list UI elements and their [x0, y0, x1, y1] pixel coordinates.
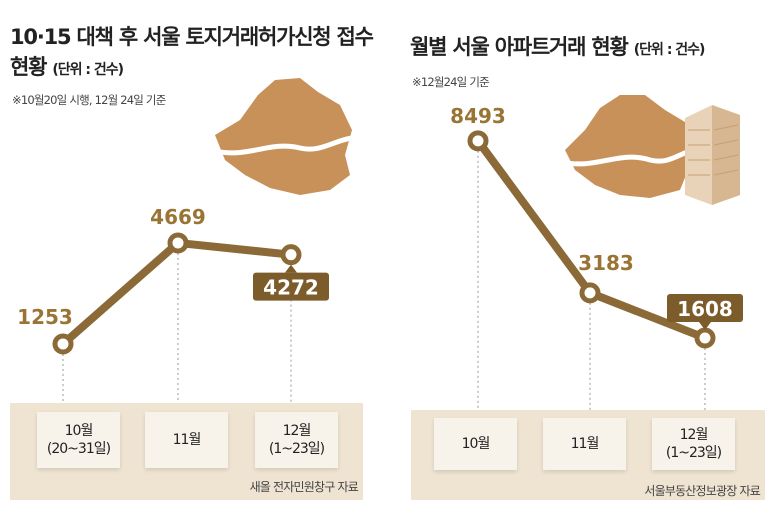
data-label: 8493	[450, 104, 506, 128]
chart2-title: 월별 서울 아파트거래 현황 (단위 : 건수)	[410, 35, 706, 59]
chart1-title: 10·15 대책 후 서울 토지거래허가신청 접수현황 (단위 : 건수)	[10, 25, 374, 79]
seoul-map-icon	[211, 78, 353, 195]
data-label: 4272	[263, 276, 319, 300]
chart1-unit: (단위 : 건수)	[52, 62, 124, 78]
x-axis-category-box: 12월 (1~23일)	[255, 412, 338, 468]
chart1-note: ※10월20일 시행, 12월 24일 기준	[12, 93, 166, 107]
label-pointer	[285, 264, 297, 273]
data-point	[467, 130, 489, 152]
chart2-unit: (단위 : 건수)	[633, 42, 706, 58]
x-axis-category-box: 10월 (20~31일)	[37, 412, 120, 468]
x-axis-tick-label: 11월	[570, 436, 600, 452]
chart2-source: 서울부동산정보광장 자료	[644, 484, 760, 498]
chart1-source: 새올 전자민원창구 자료	[249, 480, 359, 494]
x-axis-tick-label: 10월	[461, 436, 491, 452]
chart2-note: ※12월24일 기준	[412, 75, 490, 89]
x-axis-tick-label: (1~23일)	[665, 445, 722, 461]
data-label: 4669	[150, 205, 206, 229]
data-label: 1608	[677, 297, 733, 321]
data-point	[694, 327, 716, 349]
x-axis-tick-label: (1~23일)	[268, 441, 325, 457]
x-axis-tick-label: 12월	[679, 427, 709, 443]
apartment-building-icon	[685, 105, 740, 205]
x-axis-category-box: 11월	[145, 412, 228, 468]
data-point	[280, 244, 302, 266]
label-pointer	[699, 321, 711, 330]
data-label: 1253	[17, 305, 73, 329]
highlight-label-box	[253, 272, 329, 301]
x-axis-category-box: 11월	[543, 418, 626, 470]
x-axis-category-box: 12월 (1~23일)	[652, 418, 735, 470]
x-axis-category-box: 10월	[434, 418, 517, 470]
data-point	[52, 333, 74, 355]
x-axis-tick-label: 12월	[282, 423, 312, 439]
x-axis-tick-label: 11월	[172, 432, 202, 448]
x-axis-tick-label: 10월	[64, 423, 94, 439]
data-point	[579, 282, 601, 304]
seoul-map-icon	[561, 95, 696, 198]
highlight-label-box	[667, 293, 743, 322]
x-axis-tick-label: (20~31일)	[46, 441, 111, 457]
data-label: 3183	[578, 251, 634, 275]
data-point	[167, 232, 189, 254]
